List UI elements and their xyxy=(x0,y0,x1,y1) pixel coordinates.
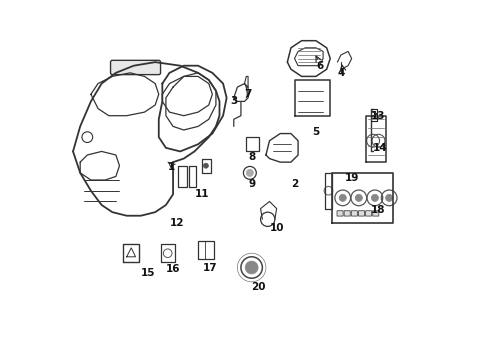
Text: 17: 17 xyxy=(203,262,218,273)
Text: 4: 4 xyxy=(337,68,344,78)
Text: 12: 12 xyxy=(169,218,183,228)
Circle shape xyxy=(244,261,258,274)
Text: 15: 15 xyxy=(141,268,155,278)
Circle shape xyxy=(354,194,362,202)
Text: 20: 20 xyxy=(251,282,265,292)
Circle shape xyxy=(385,194,392,202)
Text: 2: 2 xyxy=(290,179,298,189)
FancyBboxPatch shape xyxy=(336,211,343,216)
Text: 7: 7 xyxy=(244,89,251,99)
FancyBboxPatch shape xyxy=(358,211,364,216)
Text: 1: 1 xyxy=(167,162,175,172)
Text: 18: 18 xyxy=(370,205,385,215)
Circle shape xyxy=(203,163,208,168)
Text: 14: 14 xyxy=(372,143,387,153)
Text: 5: 5 xyxy=(312,127,319,137)
FancyBboxPatch shape xyxy=(344,211,349,216)
Text: 9: 9 xyxy=(247,179,255,189)
FancyBboxPatch shape xyxy=(365,211,371,216)
Text: 3: 3 xyxy=(230,96,237,107)
Text: 10: 10 xyxy=(269,223,284,233)
Text: 11: 11 xyxy=(194,189,208,199)
Circle shape xyxy=(339,194,346,202)
FancyBboxPatch shape xyxy=(110,60,160,75)
Text: 16: 16 xyxy=(165,264,180,274)
FancyBboxPatch shape xyxy=(372,211,378,216)
Circle shape xyxy=(246,169,253,176)
Circle shape xyxy=(370,194,378,202)
Text: 13: 13 xyxy=(370,111,385,121)
Text: 8: 8 xyxy=(247,152,255,162)
FancyBboxPatch shape xyxy=(350,211,357,216)
Text: 19: 19 xyxy=(344,173,358,183)
Text: 6: 6 xyxy=(315,61,323,71)
